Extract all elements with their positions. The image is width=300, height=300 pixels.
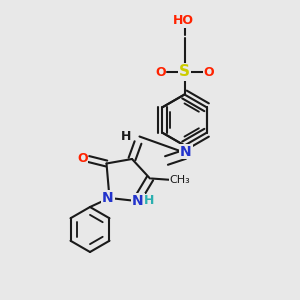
Text: H: H [121,130,131,143]
Text: HO: HO [172,14,194,28]
Text: N: N [180,145,192,158]
Text: O: O [155,65,166,79]
Text: N: N [132,194,144,208]
Text: N: N [102,191,114,205]
Text: S: S [179,64,190,80]
Text: CH₃: CH₃ [169,175,190,185]
Text: H: H [144,194,154,208]
Text: O: O [203,65,214,79]
Text: O: O [77,152,88,166]
